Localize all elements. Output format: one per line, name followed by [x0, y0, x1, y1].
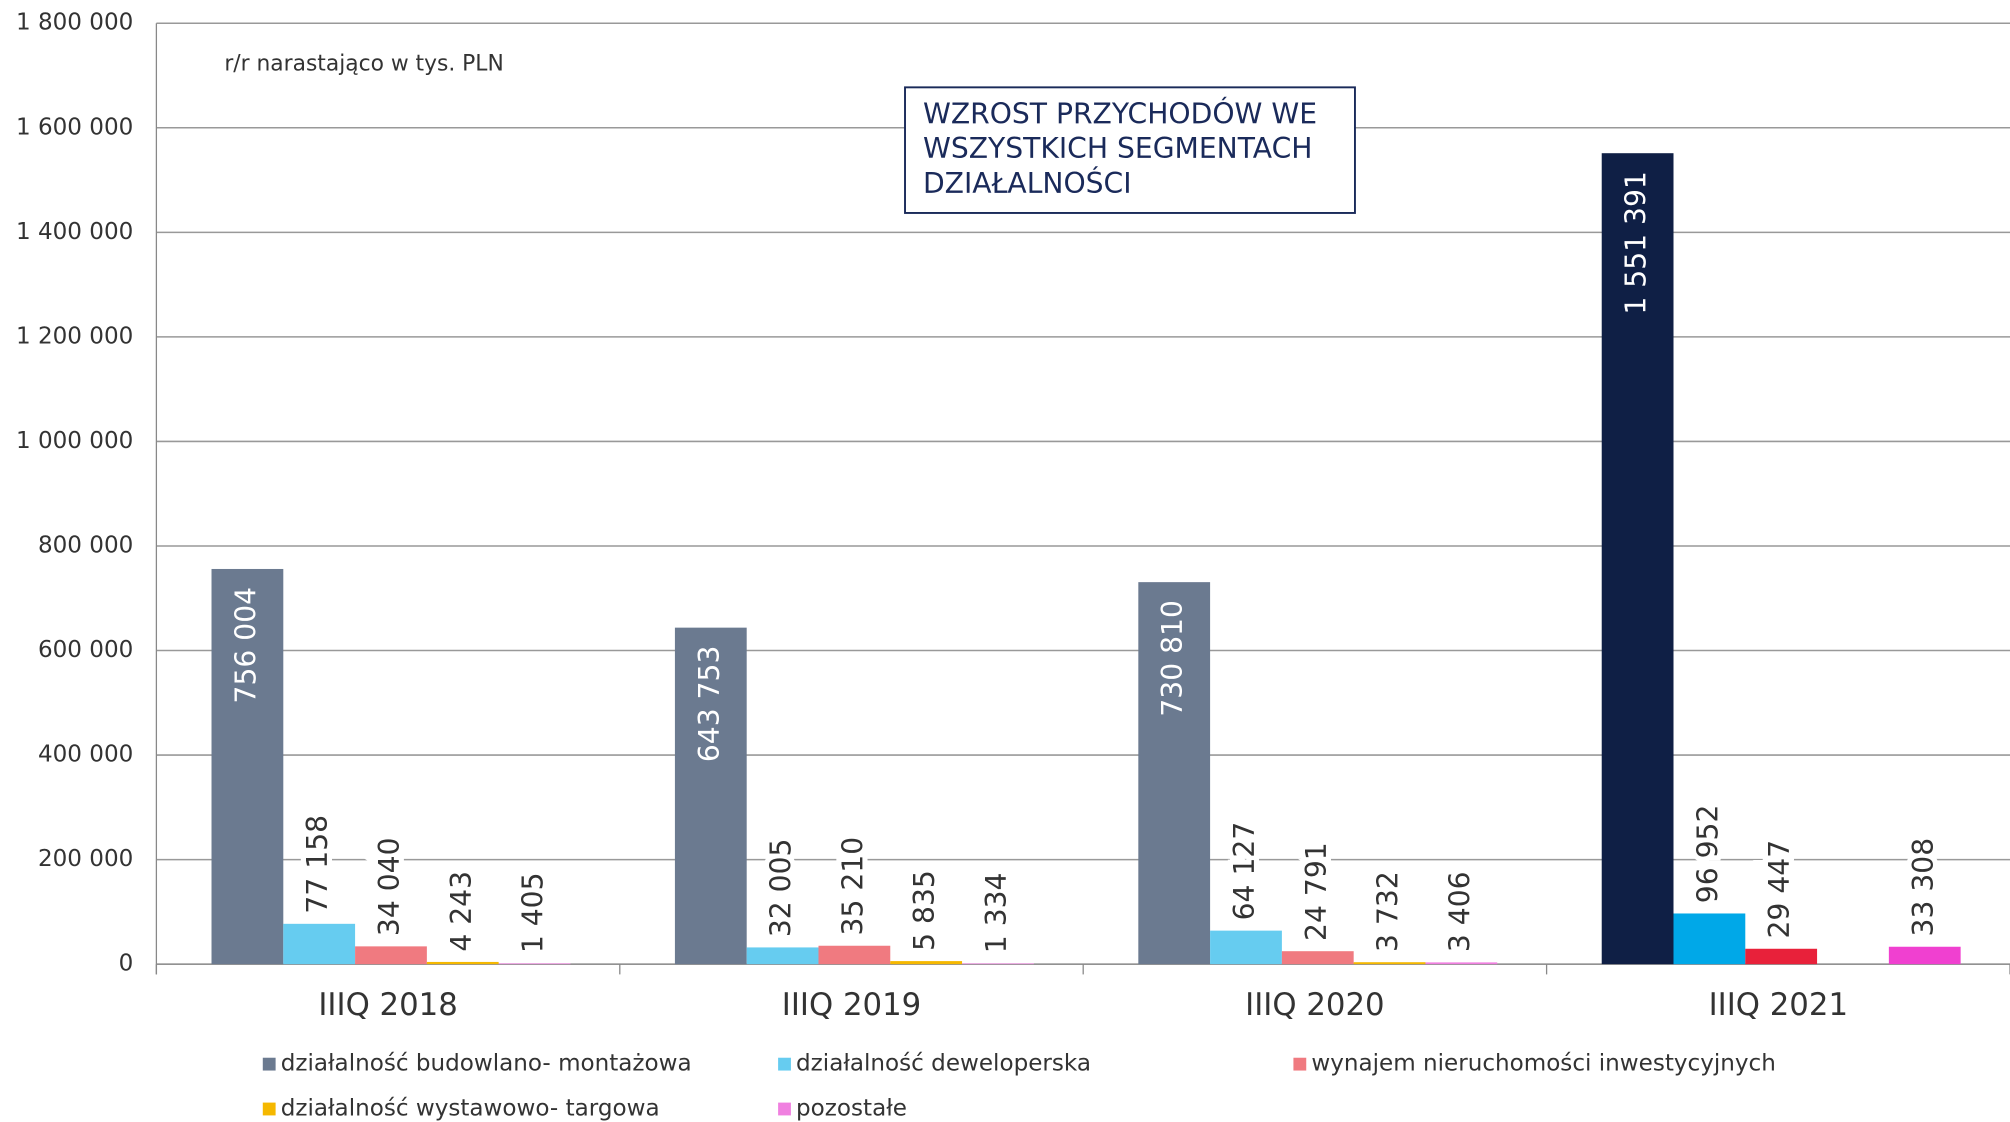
- y-tick-label: 800 000: [38, 532, 133, 558]
- bar: [498, 963, 571, 965]
- legend-swatch: [1293, 1057, 1307, 1071]
- bar: [355, 946, 427, 965]
- x-tick-label: IIIQ 2021: [1709, 987, 1848, 1023]
- bar: [1210, 930, 1282, 965]
- y-tick-label: 0: [119, 951, 134, 977]
- value-label: 29 447: [1763, 840, 1796, 939]
- value-label: 33 308: [1907, 838, 1940, 937]
- bar: [1425, 962, 1498, 965]
- y-tick-label: 1 600 000: [16, 114, 133, 140]
- value-label: 24 791: [1300, 842, 1333, 941]
- value-label: 1 405: [517, 872, 550, 953]
- bar: [426, 961, 499, 965]
- value-label: 64 127: [1228, 822, 1261, 921]
- y-tick-label: 1 800 000: [16, 10, 133, 36]
- value-label: 730 810: [1156, 600, 1189, 717]
- subtitle: r/r narastająco w tys. PLN: [224, 51, 503, 76]
- value-label: 96 952: [1691, 805, 1724, 904]
- value-label: 1 551 391: [1620, 171, 1653, 314]
- value-label: 1 334: [980, 872, 1013, 953]
- bar: [818, 945, 891, 965]
- legend-swatch: [262, 1057, 276, 1071]
- value-label: 77 158: [301, 815, 334, 914]
- value-label: 3 406: [1443, 871, 1476, 952]
- bar: [746, 947, 819, 965]
- bar: [890, 961, 963, 965]
- legend-label: wynajem nieruchomości inwestycyjnych: [1311, 1051, 1775, 1077]
- annotation: WSZYSTKICH SEGMENTACH: [923, 132, 1313, 165]
- legend-label: działalność wystawowo- targowa: [281, 1096, 660, 1122]
- bar: [1601, 153, 1674, 965]
- value-label: 35 210: [836, 837, 869, 936]
- x-tick-label: IIIQ 2019: [782, 987, 921, 1023]
- x-tick-label: IIIQ 2018: [318, 987, 457, 1023]
- y-tick-label: 600 000: [38, 637, 133, 663]
- legend-label: pozostałe: [796, 1096, 907, 1122]
- value-label: 4 243: [445, 871, 478, 952]
- bar: [962, 963, 1034, 965]
- bar: [1673, 913, 1746, 965]
- legend-label: działalność budowlano- montażowa: [281, 1051, 692, 1077]
- legend-swatch: [262, 1102, 276, 1116]
- value-label: 756 004: [229, 587, 262, 704]
- y-tick-label: 1 400 000: [16, 219, 133, 245]
- bar: [211, 568, 284, 965]
- legend-swatch: [778, 1057, 791, 1071]
- bar: [1888, 946, 1961, 965]
- x-tick-label: IIIQ 2020: [1245, 987, 1384, 1023]
- annotation: WZROST PRZYCHODÓW WE: [923, 97, 1317, 131]
- bar: [283, 923, 356, 965]
- bar: [674, 627, 747, 965]
- value-label: 3 732: [1372, 871, 1405, 952]
- y-tick-label: 1 200 000: [16, 323, 133, 349]
- value-label: 5 835: [908, 870, 941, 951]
- annotation: DZIAŁALNOŚCI: [923, 166, 1132, 200]
- legend-label: działalność deweloperska: [796, 1051, 1091, 1077]
- y-tick-label: 1 000 000: [16, 428, 133, 454]
- value-label: 643 753: [693, 646, 726, 763]
- y-tick-label: 200 000: [38, 846, 133, 872]
- annotation-box: [904, 86, 1356, 214]
- value-label: 32 005: [765, 839, 798, 938]
- legend-swatch: [778, 1102, 791, 1116]
- bar: [1138, 582, 1211, 965]
- bar: [1745, 948, 1818, 965]
- y-tick-label: 400 000: [38, 742, 133, 768]
- value-label: 34 040: [373, 837, 406, 936]
- bar: [1281, 951, 1354, 965]
- bar: [1353, 962, 1426, 965]
